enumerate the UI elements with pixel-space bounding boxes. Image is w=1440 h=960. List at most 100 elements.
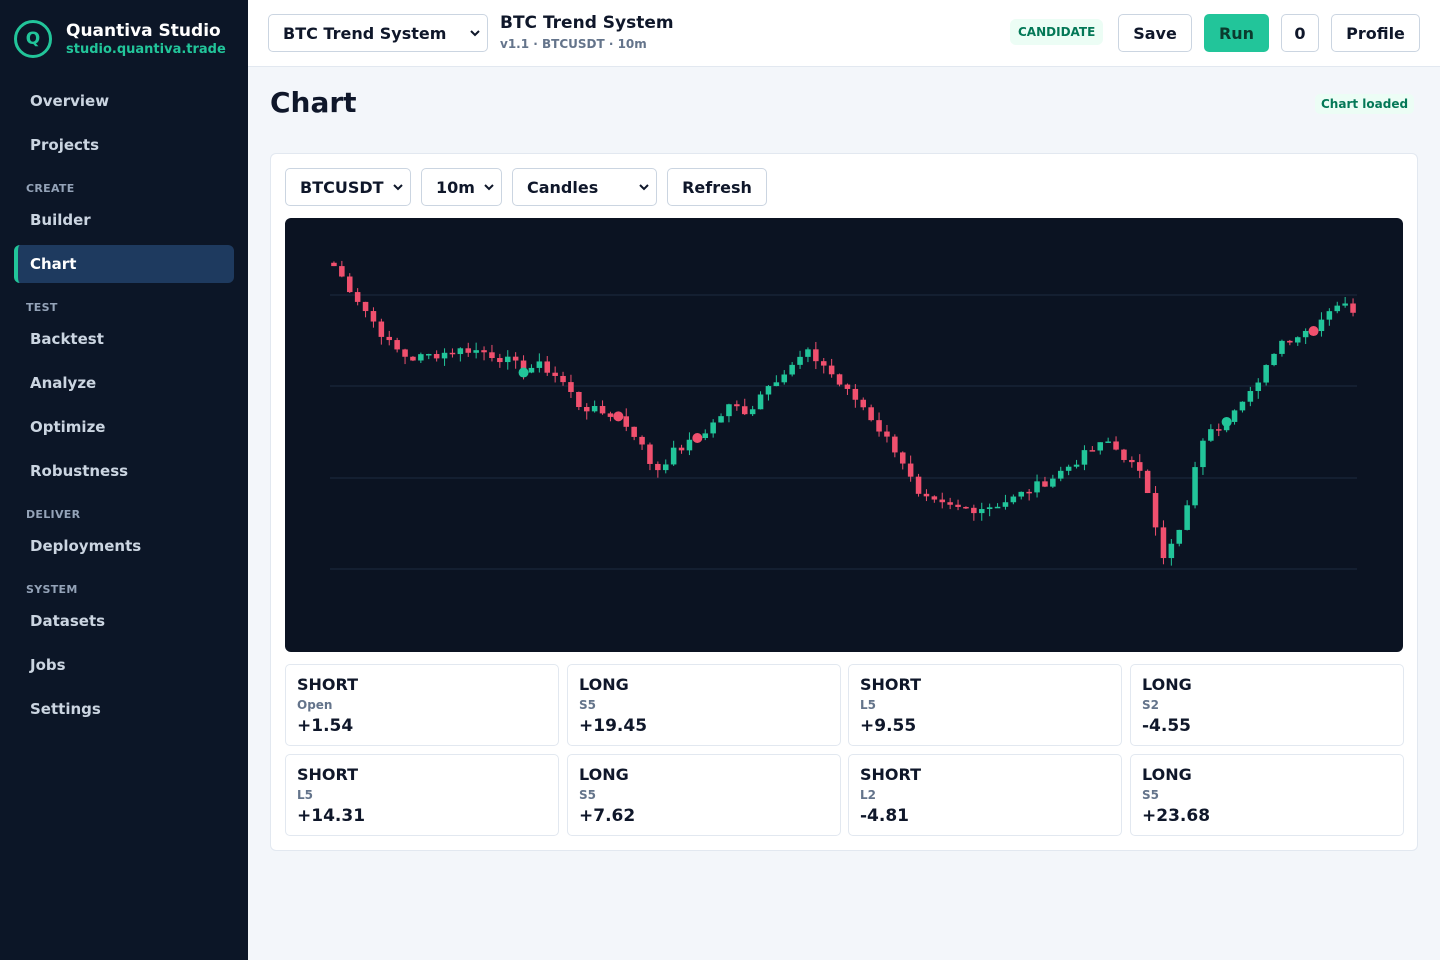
chevron-down-icon: [470, 30, 480, 37]
trade-card[interactable]: SHORT L5 +9.55: [848, 664, 1122, 746]
sidebar-item-analyze[interactable]: Analyze: [30, 374, 97, 392]
interval-select[interactable]: 10m: [421, 168, 502, 206]
trade-card[interactable]: LONG S5 +19.45: [567, 664, 841, 746]
trade-card[interactable]: LONG S5 +7.62: [567, 754, 841, 836]
short-entry-marker[interactable]: [692, 433, 703, 444]
run-button[interactable]: Run: [1204, 14, 1269, 52]
long-entry-marker[interactable]: [518, 367, 529, 378]
candle-body: [1105, 441, 1111, 443]
trade-card[interactable]: SHORT L2 -4.81: [848, 754, 1122, 836]
chart-status-badge: Chart loaded: [1315, 94, 1415, 114]
candle-body: [781, 374, 788, 383]
candle-body: [931, 496, 938, 500]
candle-body: [1042, 481, 1048, 487]
long-entry-marker[interactable]: [1221, 416, 1232, 427]
candle-body: [1002, 502, 1009, 507]
candle-body: [765, 386, 772, 395]
brand[interactable]: Q Quantiva Studio studio.quantiva.trade: [14, 20, 226, 58]
candlestick-chart[interactable]: [285, 218, 1403, 652]
page-title: Chart: [270, 86, 357, 119]
sidebar-item-builder[interactable]: Builder: [30, 211, 91, 229]
chart-mode-select-value: Candles: [527, 177, 599, 197]
sidebar-item-backtest[interactable]: Backtest: [30, 330, 104, 348]
sidebar-item-overview[interactable]: Overview: [30, 92, 110, 110]
candle-body: [489, 352, 495, 359]
status-badge: CANDIDATE: [1010, 19, 1104, 45]
counter-button[interactable]: 0: [1281, 14, 1319, 52]
trade-tag: Open: [297, 698, 333, 712]
candle-body: [512, 356, 519, 361]
candle-body: [1136, 462, 1143, 471]
candle-body: [686, 439, 693, 451]
candle-body: [1192, 467, 1198, 506]
candle-body: [907, 463, 914, 477]
chart-mode-select[interactable]: Candles: [512, 168, 657, 206]
sidebar-item-projects[interactable]: Projects: [30, 136, 100, 154]
trade-side: SHORT: [860, 765, 922, 784]
trade-card[interactable]: SHORT Open +1.54: [285, 664, 559, 746]
trade-tag: L2: [860, 788, 876, 802]
candle-body: [441, 352, 448, 359]
short-entry-marker[interactable]: [613, 411, 624, 422]
candle-body: [805, 349, 811, 357]
refresh-button[interactable]: Refresh: [667, 168, 767, 206]
sidebar-item-settings[interactable]: Settings: [30, 700, 101, 718]
candle-body: [797, 356, 803, 365]
candle-body: [631, 426, 637, 437]
candle-body: [947, 502, 953, 505]
candle-body: [1247, 391, 1254, 402]
sidebar-item-jobs[interactable]: Jobs: [30, 656, 66, 674]
candle-body: [1089, 450, 1096, 452]
project-title: BTC Trend System: [500, 13, 674, 33]
brand-logo-icon: Q: [14, 20, 52, 58]
candle-body: [504, 356, 511, 363]
interval-select-value: 10m: [436, 177, 475, 197]
trade-pnl: +19.45: [579, 716, 648, 736]
candle-body: [876, 420, 882, 432]
trade-pnl: +1.54: [297, 716, 354, 736]
candle-body: [576, 391, 582, 408]
candle-body: [560, 375, 566, 383]
candle-body: [1034, 481, 1040, 493]
save-button[interactable]: Save: [1118, 14, 1192, 52]
candle-body: [892, 436, 898, 453]
candle-body: [1018, 491, 1025, 497]
candle-body: [939, 499, 946, 503]
sidebar-item-optimize[interactable]: Optimize: [30, 418, 106, 436]
candle-body: [497, 358, 503, 363]
trade-side: LONG: [579, 675, 629, 694]
candle-body: [473, 350, 479, 353]
symbol-select[interactable]: BTCUSDT: [285, 168, 411, 206]
candle-body: [1350, 303, 1356, 313]
candle-body: [662, 464, 669, 471]
profile-button[interactable]: Profile: [1331, 14, 1420, 52]
candle-body: [1176, 529, 1183, 544]
project-select[interactable]: BTC Trend System: [268, 14, 488, 52]
trade-tag: S5: [579, 698, 596, 712]
sidebar-item-datasets[interactable]: Datasets: [30, 612, 106, 630]
candle-body: [718, 416, 724, 423]
candle-body: [1026, 491, 1032, 494]
candle-body: [1057, 470, 1064, 479]
candle-body: [591, 406, 598, 412]
trade-card[interactable]: SHORT L5 +14.31: [285, 754, 559, 836]
trade-side: LONG: [1142, 675, 1192, 694]
trade-pnl: +9.55: [860, 716, 917, 736]
sidebar-item-deployments[interactable]: Deployments: [30, 537, 142, 555]
trade-card[interactable]: LONG S5 +23.68: [1130, 754, 1404, 836]
trade-side: SHORT: [860, 675, 922, 694]
trade-card[interactable]: LONG S2 -4.55: [1130, 664, 1404, 746]
candle-body: [1081, 450, 1088, 465]
short-entry-marker[interactable]: [1308, 326, 1319, 337]
candle-body: [481, 350, 487, 353]
trade-tag: S5: [579, 788, 596, 802]
sidebar-item-chart[interactable]: Chart: [14, 245, 234, 283]
trade-pnl: -4.55: [1142, 716, 1191, 736]
trade-side: LONG: [579, 765, 629, 784]
candle-body: [449, 352, 456, 355]
candle-body: [884, 431, 890, 437]
candle-body: [963, 506, 969, 509]
candle-body: [915, 476, 922, 494]
sidebar-item-robustness[interactable]: Robustness: [30, 462, 129, 480]
candle-body: [425, 353, 432, 356]
